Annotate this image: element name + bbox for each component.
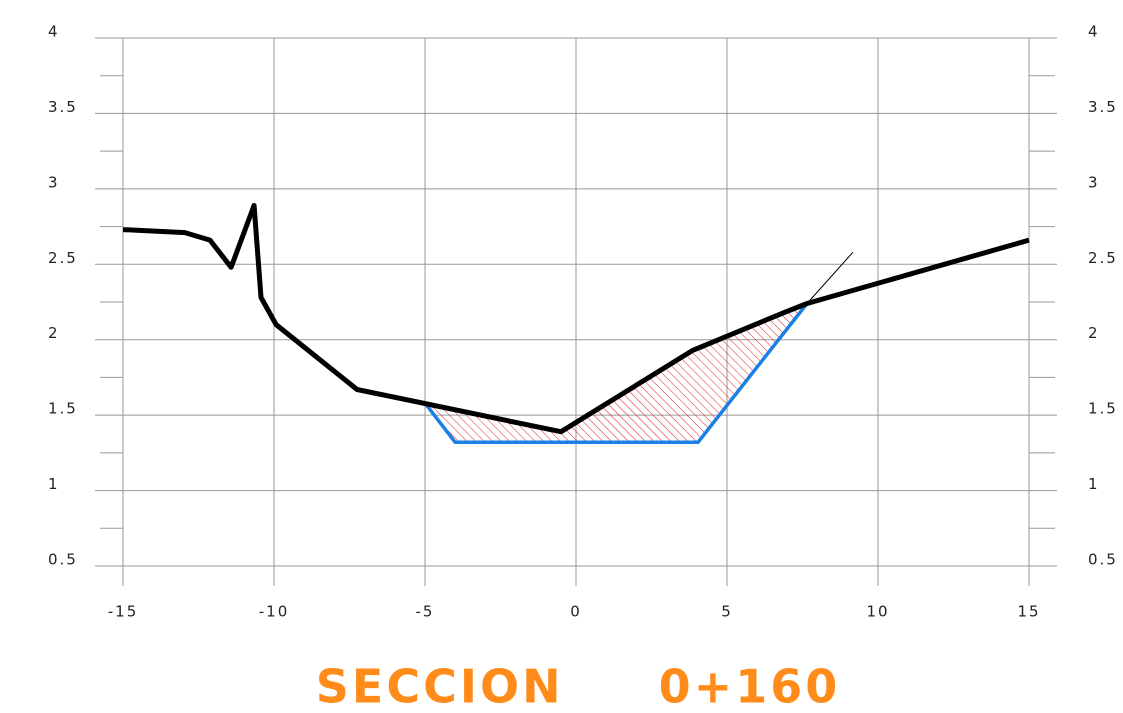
y-tick-label: 1 — [48, 475, 60, 493]
y-tick-label: 0.5 — [48, 551, 78, 569]
y-tick-label-right: 3.5 — [1088, 98, 1118, 116]
y-tick-label-right: 0.5 — [1088, 551, 1118, 569]
y-tick-label: 1.5 — [48, 400, 78, 418]
chart-title: SECCION 0+160 — [316, 660, 840, 713]
x-tick-label: 5 — [721, 603, 733, 621]
y-tick-label: 4 — [48, 23, 60, 41]
y-tick-label-right: 1.5 — [1088, 400, 1118, 418]
series-line — [122, 202, 1030, 435]
y-tick-label-right: 2.5 — [1088, 249, 1118, 267]
x-tick-label: 0 — [570, 603, 582, 621]
series-line — [423, 302, 809, 445]
grid — [95, 37, 1057, 586]
y-tick-label: 3.5 — [48, 98, 78, 116]
y-tick-label-right: 4 — [1088, 23, 1100, 41]
x-tick-label: -15 — [108, 603, 139, 621]
y-tick-label: 2 — [48, 324, 60, 342]
x-tick-label: 10 — [866, 603, 889, 621]
x-tick-label: 15 — [1017, 603, 1040, 621]
y-tick-label: 2.5 — [48, 249, 78, 267]
x-tick-label: -10 — [259, 603, 290, 621]
x-tick-label: -5 — [416, 603, 435, 621]
cut-area — [425, 303, 808, 443]
y-tick-label-right: 2 — [1088, 324, 1100, 342]
y-tick-label-right: 3 — [1088, 173, 1100, 191]
series-line — [806, 251, 854, 304]
y-tick-label: 3 — [48, 173, 60, 191]
y-tick-label-right: 1 — [1088, 475, 1100, 493]
